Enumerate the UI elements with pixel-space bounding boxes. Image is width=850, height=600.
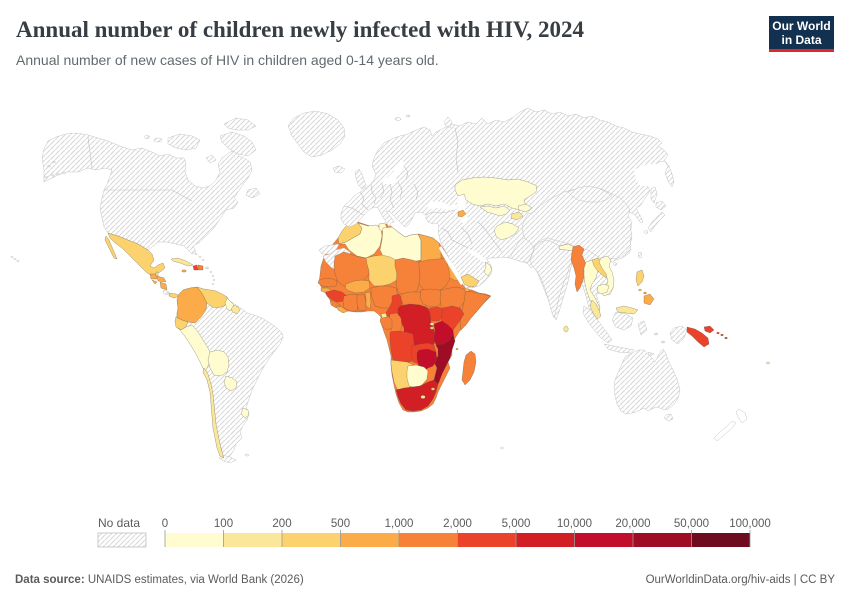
svg-text:10,000: 10,000 bbox=[557, 518, 592, 530]
svg-text:50,000: 50,000 bbox=[674, 518, 709, 530]
svg-text:No data: No data bbox=[98, 516, 140, 530]
svg-text:100: 100 bbox=[214, 518, 233, 530]
svg-text:100,000: 100,000 bbox=[729, 518, 771, 530]
svg-text:1,000: 1,000 bbox=[385, 518, 414, 530]
svg-text:0: 0 bbox=[162, 518, 168, 530]
svg-text:20,000: 20,000 bbox=[615, 518, 650, 530]
svg-text:2,000: 2,000 bbox=[443, 518, 472, 530]
svg-text:500: 500 bbox=[331, 518, 350, 530]
svg-text:5,000: 5,000 bbox=[502, 518, 531, 530]
svg-text:200: 200 bbox=[272, 518, 291, 530]
